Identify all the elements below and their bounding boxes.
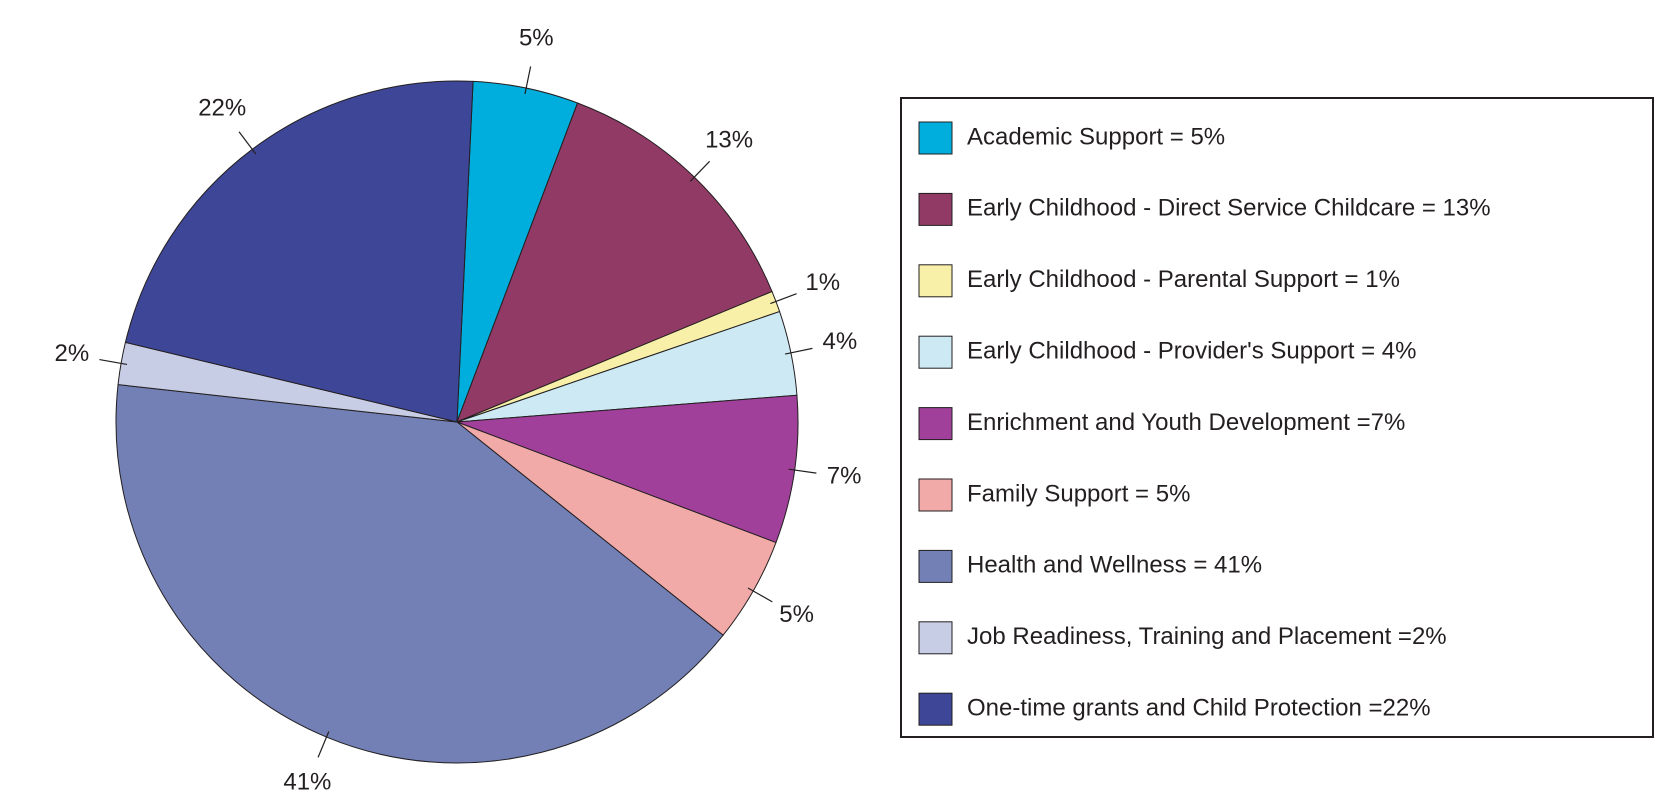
- legend-swatch: [918, 192, 953, 226]
- data-label: 7%: [827, 462, 862, 489]
- data-label: 5%: [519, 24, 554, 51]
- leader-line: [524, 66, 532, 95]
- legend-swatch: [918, 407, 953, 441]
- legend-swatch: [918, 549, 953, 583]
- data-label: 1%: [805, 269, 840, 296]
- leader-line: [99, 358, 128, 365]
- legend-label: Health and Wellness = 41%: [967, 552, 1262, 579]
- legend-label: Job Readiness, Training and Placement =2…: [967, 623, 1447, 650]
- legend-swatch: [918, 335, 953, 369]
- legend-swatch: [918, 692, 953, 726]
- data-label: 2%: [54, 340, 89, 367]
- data-label: 5%: [779, 601, 814, 628]
- leader-line: [784, 347, 813, 355]
- legend-label: Early Childhood - Direct Service Childca…: [967, 195, 1491, 222]
- legend-box: [900, 97, 1654, 738]
- leader-line: [238, 131, 257, 155]
- data-label: 4%: [823, 328, 858, 355]
- leader-line: [788, 468, 817, 474]
- data-label: 22%: [198, 95, 246, 122]
- legend-label: One-time grants and Child Protection =22…: [967, 695, 1431, 722]
- legend-swatch: [918, 478, 953, 512]
- leader-line: [747, 587, 773, 603]
- legend-swatch: [918, 121, 953, 155]
- legend-swatch: [918, 621, 953, 655]
- legend-label: Academic Support = 5%: [967, 123, 1225, 150]
- legend-label: Family Support = 5%: [967, 480, 1190, 507]
- legend-swatch: [918, 264, 953, 298]
- leader-line: [317, 731, 330, 758]
- data-label: 41%: [283, 769, 331, 796]
- data-label: 13%: [705, 127, 753, 154]
- legend-label: Enrichment and Youth Development =7%: [967, 409, 1405, 436]
- legend-label: Early Childhood - Parental Support = 1%: [967, 266, 1400, 293]
- leader-line: [689, 160, 711, 182]
- legend-label: Early Childhood - Provider's Support = 4…: [967, 338, 1416, 365]
- leader-line: [770, 293, 797, 305]
